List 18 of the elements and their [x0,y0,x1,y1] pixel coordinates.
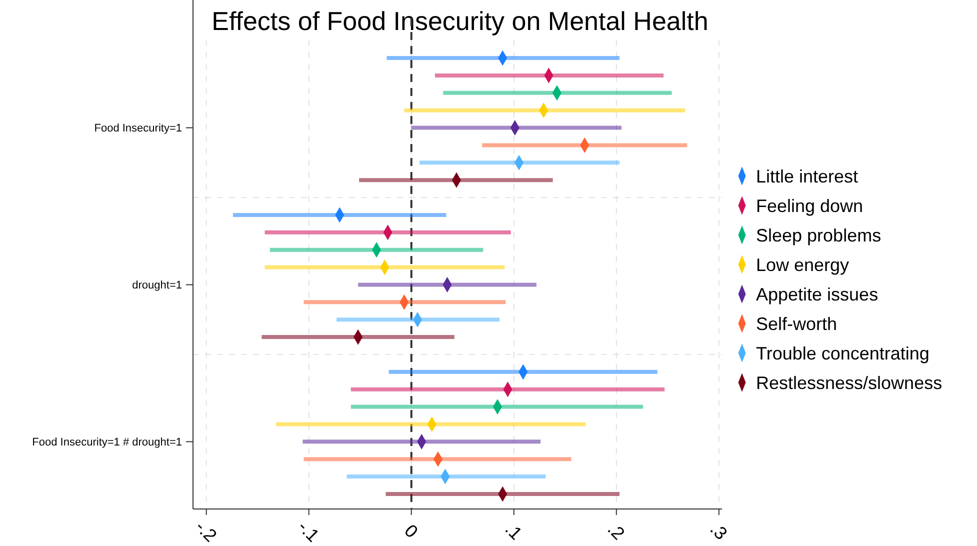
legend-label: Appetite issues [756,284,878,304]
chart-title: Effects of Food Insecurity on Mental Health [212,6,708,36]
legend-label: Feeling down [756,196,864,216]
legend-label: Low energy [756,254,850,275]
x-tick-label: -.2 [192,516,221,546]
y-tick-label: Food Insecurity=1 [94,122,182,135]
legend-label: Restlessness/slowness [756,372,942,393]
legend-label: Self-worth [756,314,838,334]
legend-label: Sleep problems [756,225,882,246]
x-tick-label: .2 [604,518,629,544]
x-tick-label: .3 [706,518,732,544]
legend-label: Trouble concentrating [756,343,930,364]
y-tick-label: Food Insecurity=1 # drought=1 [32,436,182,449]
legend-label: Little interest [756,166,858,186]
x-tick-label: .1 [501,518,526,544]
y-tick-label: drought=1 [132,280,182,292]
x-tick-label: 0 [400,520,422,542]
x-tick-label: -.1 [294,516,324,546]
